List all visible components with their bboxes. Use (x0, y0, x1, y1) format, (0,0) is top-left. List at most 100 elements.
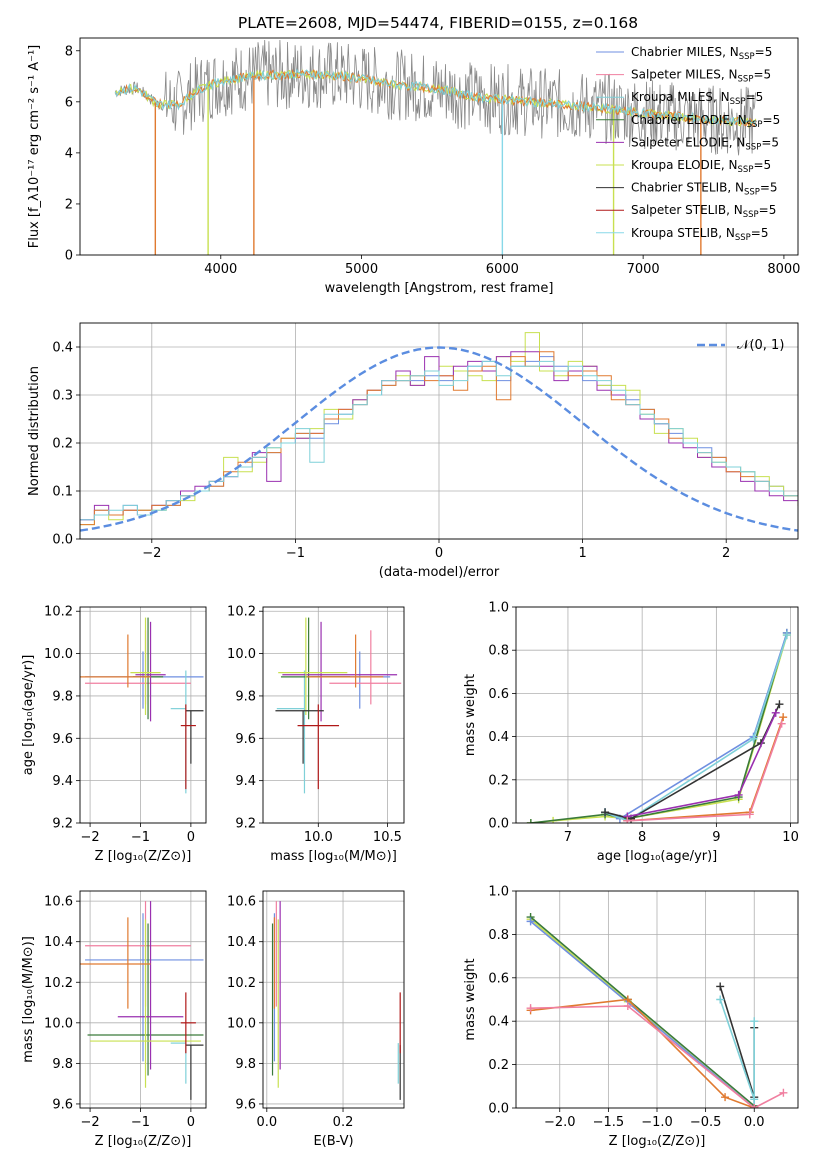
spectrum-xtick-label-0: 4000 (204, 262, 237, 277)
residuals-xtick-label-2: 0 (435, 546, 443, 561)
age_vs_mass-ytick-label-3: 9.8 (235, 689, 256, 704)
spectrum-ytick-label-3: 6 (65, 95, 73, 110)
weight_vs_Z-marker-5-2 (721, 1093, 730, 1102)
mass_vs_EBV-ytick-label-3: 10.2 (227, 976, 256, 991)
weight_vs_Z-xtick-label-3: −0.5 (690, 1115, 722, 1130)
residuals-frame (79, 322, 799, 540)
mass_vs_Z-ytick-label-4: 10.4 (44, 935, 73, 950)
spectrum-legend-label-1: Salpeter MILES, NSSP=5 (631, 68, 771, 85)
mass_vs_Z-xtick-label-2: 0 (187, 1115, 195, 1130)
age_vs_mass-ytick-label-5: 10.2 (227, 605, 256, 620)
spectrum-legend-label-6: Chabrier STELIB, NSSP=5 (631, 181, 778, 198)
residuals-xtick-label-3: 1 (578, 546, 586, 561)
weight_vs_Z-marker-4-2 (750, 1017, 759, 1026)
spectrum-model-line-1 (114, 69, 757, 128)
mass_vs_Z-ytick-label-1: 9.8 (52, 1057, 73, 1072)
residuals-normal-curve (80, 346, 798, 532)
spectrum-ytick-label-0: 0 (65, 249, 73, 264)
spectrum-legend: Chabrier MILES, NSSP=5 Salpeter MILES, NS… (596, 45, 780, 243)
spectrum-legend-label-8: Kroupa STELIB, NSSP=5 (631, 226, 769, 243)
weight_vs_Z-ytick-label-1: 0.2 (488, 1058, 509, 1073)
weight_vs_age-marker-4-3 (775, 700, 784, 709)
weight_vs_Z-frame (515, 890, 799, 1109)
spectrum-ytick-label-1: 2 (65, 197, 73, 212)
weight_vs_age-marker-7-0 (623, 816, 632, 823)
weight_vs_Z-marker-6-3 (779, 1088, 788, 1097)
age_vs_mass-ytick-label-4: 10.0 (227, 647, 256, 662)
weight_vs_Z-plot-area (526, 913, 788, 1108)
weight_vs_age-xlabel: age [log₁₀(age/yr)] (597, 849, 718, 864)
age_vs_Z-ytick-label-1: 9.4 (52, 774, 73, 789)
weight_vs_age-axes: 7 8 9 10 0.0 0.2 0.4 0.6 0.8 1.0 age [log₁₀(age/yr… (463, 601, 799, 865)
age_vs_mass-ytick-label-0: 9.2 (235, 817, 256, 832)
age_vs_Z-ylabel: age [log₁₀(age/yr)] (21, 655, 36, 776)
mass_vs_EBV-xtick-label-0: 0.0 (256, 1115, 277, 1130)
mass_vs_Z-ytick-label-0: 9.6 (52, 1097, 73, 1112)
mass_vs_EBV-ytick-label-4: 10.4 (227, 935, 256, 950)
residuals-hist-4 (80, 360, 798, 539)
spectrum-ytick-label-4: 8 (65, 44, 73, 59)
spectrum-axes: 4000 5000 6000 7000 8000 0 2 4 6 8 wavelength [Ang… (27, 44, 800, 296)
spectrum-legend-label-3: Chabrier ELODIE, NSSP=5 (631, 113, 780, 130)
weight_vs_age-ytick-label-1: 0.2 (488, 773, 509, 788)
age_vs_mass-plot-area (275, 617, 402, 794)
spectrum-legend-label-2: Kroupa MILES, NSSP=5 (631, 90, 763, 107)
spectrum-ytick-label-2: 4 (65, 146, 73, 161)
residuals-xtick-label-4: 2 (722, 546, 730, 561)
weight_vs_Z-ytick-label-2: 0.4 (488, 1015, 509, 1030)
spectrum-legend-label-5: Kroupa ELODIE, NSSP=5 (631, 158, 771, 175)
mass_vs_Z-frame (79, 890, 207, 1109)
weight_vs_Z-xtick-label-1: −1.5 (593, 1115, 625, 1130)
spectrum-xlabel: wavelength [Angstrom, rest frame] (325, 281, 554, 296)
mass_vs_Z-ytick-label-5: 10.6 (44, 895, 73, 910)
weight_vs_age-marker-3-2 (749, 734, 758, 743)
mass_vs_EBV-frame (262, 890, 405, 1109)
residuals-ytick-label-4: 0.4 (52, 341, 73, 356)
weight_vs_age-ytick-label-5: 1.0 (488, 601, 509, 616)
age_vs_Z-ytick-label-0: 9.2 (52, 817, 73, 832)
age_vs_mass-xtick-label-1: 10.5 (373, 830, 402, 845)
weight_vs_Z-marker-4-0 (716, 995, 725, 1004)
weight_vs_Z-xtick-label-0: −2.0 (544, 1115, 576, 1130)
residuals-ylabel: Normed distribution (27, 366, 42, 496)
residuals-xtick-label-1: −1 (286, 546, 305, 561)
weight_vs_Z-xtick-label-2: −1.0 (641, 1115, 673, 1130)
mass_vs_EBV-ytick-label-2: 10.0 (227, 1016, 256, 1031)
mass_vs_Z-xtick-label-0: −2 (80, 1115, 99, 1130)
age_vs_mass-ytick-label-2: 9.6 (235, 732, 256, 747)
weight_vs_age-xtick-label-2: 9 (712, 830, 720, 845)
spectrum-xtick-label-2: 6000 (486, 262, 519, 277)
residuals-xlabel: (data-model)/error (379, 565, 500, 580)
age_vs_mass-xtick-label-0: 10.0 (304, 830, 333, 845)
weight_vs_Z-ytick-label-3: 0.6 (488, 971, 509, 986)
residuals-ytick-label-3: 0.3 (52, 389, 73, 404)
weight_vs_Z-marker-6-0 (526, 1004, 535, 1013)
mass_vs_EBV-xtick-label-1: 0.2 (333, 1115, 354, 1130)
mass_vs_EBV-ytick-label-5: 10.6 (227, 895, 256, 910)
weight_vs_Z-marker-2-0 (526, 917, 535, 926)
mass_vs_EBV-plot-area (271, 901, 401, 1100)
weight_vs_Z-ytick-label-5: 1.0 (488, 885, 509, 900)
residuals-plot-area (80, 332, 798, 539)
mass_vs_Z-ytick-label-2: 10.0 (44, 1016, 73, 1031)
mass_vs_EBV-axes: 0.0 0.2 9.6 9.8 10.0 10.2 10.4 10.6 E(B-V) (227, 891, 404, 1149)
mass_vs_EBV-ytick-label-1: 9.8 (235, 1057, 256, 1072)
weight_vs_Z-series-6 (530, 1005, 784, 1108)
weight_vs_age-marker-7-1 (745, 810, 754, 819)
age_vs_Z-frame (79, 606, 207, 824)
residuals-ytick-label-2: 0.2 (52, 437, 73, 452)
age_vs_Z-xlabel: Z [log₁₀(Z/Z⊙)] (95, 849, 192, 864)
weight_vs_Z-marker-3-0 (716, 982, 725, 991)
weight_vs_Z-ytick-label-0: 0.0 (488, 1102, 509, 1117)
residuals-legend-label: 𝒩(0, 1) (737, 338, 784, 353)
age_vs_Z-xtick-label-2: 0 (187, 830, 195, 845)
weight_vs_age-plot-area (526, 628, 791, 823)
weight_vs_age-ytick-label-3: 0.6 (488, 687, 509, 702)
age_vs_Z-xtick-label-1: −1 (131, 830, 150, 845)
age_vs_Z-ytick-label-5: 10.2 (44, 605, 73, 620)
mass_vs_EBV-xlabel: E(B-V) (313, 1134, 353, 1149)
age_vs_mass-ytick-label-1: 9.4 (235, 774, 256, 789)
weight_vs_age-marker-1-0 (526, 819, 535, 823)
